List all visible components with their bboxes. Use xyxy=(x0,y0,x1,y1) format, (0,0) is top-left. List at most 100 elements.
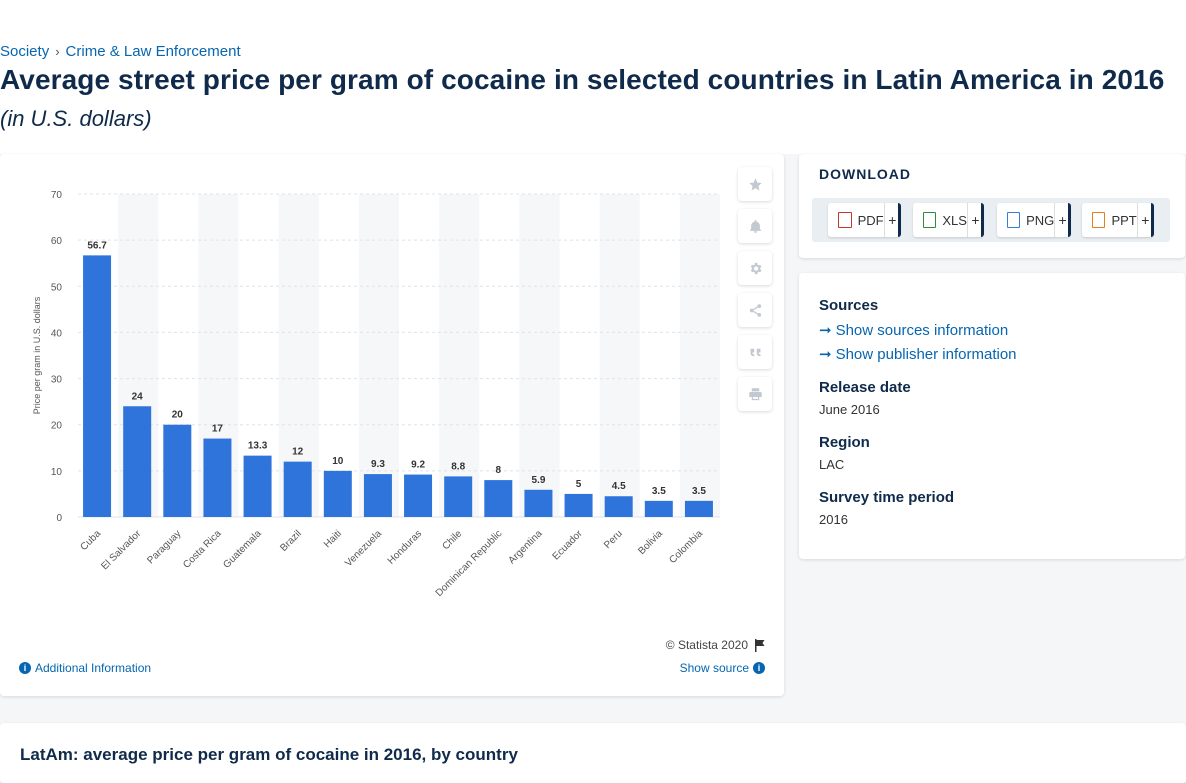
download-png-plus[interactable]: + xyxy=(1054,203,1071,237)
y-tick-label: 30 xyxy=(51,375,63,386)
notification-button[interactable] xyxy=(738,209,772,243)
download-png-button[interactable]: PNG + xyxy=(997,203,1071,237)
bar-brazil[interactable] xyxy=(283,461,312,517)
page-subtitle: (in U.S. dollars) xyxy=(0,106,152,131)
bar-value-label: 3.5 xyxy=(692,486,706,497)
star-icon xyxy=(748,177,762,190)
bar-venezuela[interactable] xyxy=(363,474,392,517)
download-xls-label: XLS xyxy=(942,212,967,228)
download-xls-button[interactable]: XLS + xyxy=(913,203,985,237)
bar-guatemala[interactable] xyxy=(243,455,272,517)
download-ppt-label: PPT xyxy=(1111,212,1137,228)
download-ppt-plus[interactable]: + xyxy=(1136,203,1155,237)
survey-period-value: 2016 xyxy=(819,512,848,527)
download-card: DOWNLOAD PDF + XLS + PNG + PPT + xyxy=(799,154,1185,258)
additional-information-link[interactable]: i Additional Information xyxy=(19,661,151,675)
breadcrumb: Society › Crime & Law Enforcement xyxy=(0,43,241,60)
x-tick-label: Colombia xyxy=(667,528,705,566)
bar-dominican-republic[interactable] xyxy=(484,480,513,517)
settings-button[interactable] xyxy=(738,251,772,285)
copyright: © Statista 2020 xyxy=(666,638,766,652)
sources-heading: Sources xyxy=(819,297,879,314)
info-icon: i xyxy=(19,662,31,674)
related-statistic-card: LatAm: average price per gram of cocaine… xyxy=(0,723,1186,783)
column-band xyxy=(599,194,640,517)
bell-icon xyxy=(749,219,761,233)
x-tick-label: Peru xyxy=(602,528,625,551)
chart-card: 0 10 20 30 40 50 60 70 Price per gram in U.S. do… xyxy=(0,154,784,696)
bar-haiti[interactable] xyxy=(323,470,352,517)
png-file-icon xyxy=(1007,212,1021,228)
bar-costa-rica[interactable] xyxy=(203,438,232,517)
bar-chile[interactable] xyxy=(444,476,473,517)
gear-icon xyxy=(750,262,761,274)
arrow-right-icon: ➞ xyxy=(819,322,832,339)
cite-button[interactable] xyxy=(738,335,772,369)
bar-value-label: 10 xyxy=(332,456,344,467)
bar-el-salvador[interactable] xyxy=(123,406,152,517)
column-band xyxy=(679,194,720,517)
breadcrumb-crime[interactable]: Crime & Law Enforcement xyxy=(65,43,241,60)
download-xls-plus[interactable]: + xyxy=(966,203,985,237)
bar-cuba[interactable] xyxy=(83,255,112,517)
bar-value-label: 9.2 xyxy=(411,460,425,471)
bar-value-label: 9.3 xyxy=(371,459,385,470)
print-button[interactable] xyxy=(738,377,772,411)
bar-value-label: 4.5 xyxy=(612,481,626,492)
bar-value-label: 12 xyxy=(292,447,304,458)
breadcrumb-separator: › xyxy=(55,44,60,59)
x-tick-label: El Salvador xyxy=(99,528,143,572)
download-pdf-plus[interactable]: + xyxy=(883,203,902,237)
show-sources-link[interactable]: ➞ Show sources information xyxy=(819,321,1009,340)
share-button[interactable] xyxy=(738,293,772,327)
y-tick-label: 70 xyxy=(51,190,63,201)
bar-honduras[interactable] xyxy=(404,474,433,517)
print-icon xyxy=(748,387,762,400)
y-tick-label: 50 xyxy=(51,282,63,293)
show-publisher-label: Show publisher information xyxy=(835,345,1017,363)
bar-argentina[interactable] xyxy=(524,489,553,517)
download-pdf-label: PDF xyxy=(857,212,884,228)
bar-value-label: 5 xyxy=(576,479,582,490)
download-ppt-button[interactable]: PPT + xyxy=(1082,203,1155,237)
x-tick-label: Brazil xyxy=(278,528,303,553)
bar-value-label: 5.9 xyxy=(531,475,545,486)
show-sources-label: Show sources information xyxy=(835,321,1009,339)
download-title: DOWNLOAD xyxy=(819,166,911,182)
favorite-button[interactable] xyxy=(738,167,772,201)
show-publisher-link[interactable]: ➞ Show publisher information xyxy=(819,345,1017,364)
bar-peru[interactable] xyxy=(604,496,633,517)
x-tick-label: Haiti xyxy=(322,528,344,550)
column-band xyxy=(439,194,480,517)
bar-value-label: 3.5 xyxy=(652,486,666,497)
flag-icon[interactable] xyxy=(754,638,766,652)
release-date-value: June 2016 xyxy=(819,402,880,417)
bar-paraguay[interactable] xyxy=(163,424,192,517)
y-tick-label: 60 xyxy=(51,236,63,247)
arrow-right-icon: ➞ xyxy=(819,346,832,363)
bar-ecuador[interactable] xyxy=(564,493,593,517)
download-png-label: PNG xyxy=(1026,212,1055,228)
bar-value-label: 8.8 xyxy=(451,461,465,472)
bar-value-label: 20 xyxy=(172,410,184,421)
download-pdf-button[interactable]: PDF + xyxy=(828,203,902,237)
additional-information-label: Additional Information xyxy=(35,661,152,675)
y-tick-label: 40 xyxy=(51,328,63,339)
related-statistic-title[interactable]: LatAm: average price per gram of cocaine… xyxy=(20,745,518,764)
page-title: Average street price per gram of cocaine… xyxy=(0,64,1165,95)
y-tick-label: 0 xyxy=(56,513,62,524)
x-tick-label: Bolivia xyxy=(636,528,665,557)
bar-colombia[interactable] xyxy=(684,500,713,517)
show-source-link[interactable]: Show source i xyxy=(680,661,765,675)
bar-value-label: 8 xyxy=(496,465,502,476)
show-source-label: Show source xyxy=(679,661,749,675)
bar-bolivia[interactable] xyxy=(644,500,673,517)
top-bar xyxy=(0,0,1186,36)
survey-period-heading: Survey time period xyxy=(819,489,955,506)
x-tick-label: Argentina xyxy=(507,528,545,566)
page-header xyxy=(0,36,1186,154)
x-tick-label: Chile xyxy=(440,528,464,552)
x-tick-label: Honduras xyxy=(386,528,424,566)
breadcrumb-society[interactable]: Society xyxy=(0,43,50,60)
x-tick-label: Ecuador xyxy=(551,528,586,563)
